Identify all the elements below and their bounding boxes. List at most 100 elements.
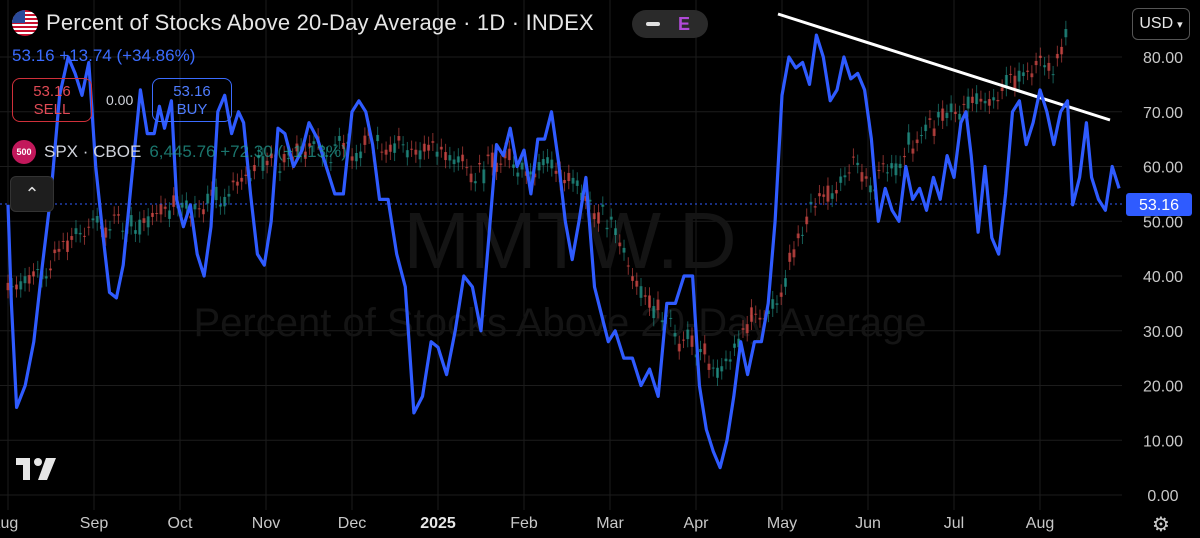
- spx-candle-body: [388, 144, 392, 152]
- y-tick-label: 70.00: [1143, 105, 1183, 122]
- earnings-button[interactable]: E: [678, 13, 691, 34]
- spx-candle-body: [771, 299, 775, 309]
- x-tick-label: Jul: [944, 515, 964, 532]
- spx-candle-body: [53, 249, 57, 254]
- spx-candle-body: [698, 349, 702, 353]
- spx-candle-body: [325, 155, 329, 157]
- currency-select[interactable]: USD ▾: [1132, 8, 1190, 40]
- spx-candle-body: [949, 103, 953, 113]
- spx-candle-body: [690, 335, 694, 347]
- spx-candle-body: [393, 143, 397, 153]
- spx-candle-body: [902, 155, 906, 158]
- spx-overlay-legend[interactable]: 500 SPX · CBOE 6,445.76 +72.30 (+1.13%): [12, 140, 347, 164]
- spx-candle-body: [418, 150, 422, 160]
- chevron-down-icon: ▾: [1177, 18, 1183, 31]
- gear-icon[interactable]: ⚙: [1152, 514, 1170, 536]
- spx-candle-body: [881, 163, 885, 165]
- x-tick-label: Dec: [338, 515, 366, 532]
- x-tick-label: Sep: [80, 515, 109, 532]
- spx-candle-body: [82, 235, 86, 237]
- spx-candle-body: [732, 343, 736, 348]
- spx-candle-body: [745, 324, 749, 334]
- spx-candle-body: [609, 216, 613, 220]
- spx-candle-body: [643, 295, 647, 297]
- spx-candle-body: [422, 143, 426, 152]
- spx-candle-body: [184, 200, 188, 209]
- spx-candle-body: [1021, 72, 1025, 76]
- spx-candle-body: [1043, 65, 1047, 68]
- spx-candle-body: [677, 343, 681, 352]
- spx-candle-body: [214, 186, 218, 201]
- buy-button[interactable]: 53.16 BUY: [152, 78, 232, 122]
- spx-candle-body: [507, 148, 511, 161]
- spx-candle-body: [469, 173, 473, 183]
- spx-candle-body: [380, 151, 384, 153]
- spx-candle-body: [235, 181, 239, 186]
- spx-candle-body: [6, 282, 10, 291]
- collapse-legend-button[interactable]: ⌃: [10, 176, 54, 212]
- spx-candle-body: [116, 214, 120, 216]
- x-tick-label: Nov: [252, 515, 280, 532]
- spx-candle-body: [87, 226, 91, 228]
- chevron-up-icon: ⌃: [24, 183, 40, 204]
- spx-candle-body: [1034, 60, 1038, 66]
- spx-candle-body: [342, 143, 346, 149]
- spx-candle-body: [945, 112, 949, 119]
- spx-candle-body: [431, 141, 435, 143]
- sell-button[interactable]: 53.16 SELL: [12, 78, 92, 122]
- spx-candle-body: [261, 156, 265, 171]
- spx-candle-body: [575, 180, 579, 186]
- spx-candle-body: [707, 363, 711, 370]
- spx-candle-body: [163, 206, 167, 209]
- spx-candle-body: [231, 180, 235, 183]
- spx-candle-body: [36, 269, 40, 271]
- spx-candle-body: [932, 128, 936, 136]
- spx-candle-body: [597, 212, 601, 224]
- spx-candle-body: [512, 164, 516, 168]
- spx-candle-body: [830, 193, 834, 199]
- spx-candle-body: [461, 154, 465, 162]
- spx-candle-body: [996, 99, 1000, 102]
- spx-candle-body: [129, 215, 133, 227]
- spx-candle-body: [257, 154, 261, 159]
- spx-candle-body: [851, 156, 855, 158]
- spx-candle-body: [783, 278, 787, 287]
- spx-candle-body: [1055, 53, 1059, 59]
- spx-candle-body: [499, 163, 503, 165]
- spx-candle-body: [312, 141, 316, 144]
- spx-candle-body: [631, 276, 635, 281]
- spx-candle-body: [775, 303, 779, 305]
- spx-candle-body: [673, 332, 677, 337]
- spx-candle-body: [537, 162, 541, 171]
- spx-candle-body: [652, 306, 656, 319]
- y-tick-label: 50.00: [1143, 214, 1183, 231]
- spx-candle-body: [635, 280, 639, 287]
- spx-candle-body: [227, 193, 231, 197]
- spx-candle-body: [435, 151, 439, 157]
- spx-candle-body: [979, 98, 983, 102]
- spx-candle-body: [962, 103, 966, 105]
- spx-candle-body: [584, 196, 588, 201]
- spx-candle-body: [482, 169, 486, 184]
- currency-label: USD: [1139, 15, 1174, 32]
- spx-candle-body: [571, 177, 575, 184]
- minus-icon[interactable]: [646, 22, 660, 26]
- indicator-pill[interactable]: E: [632, 10, 708, 38]
- spx-candle-body: [669, 317, 673, 319]
- spx-candle-body: [749, 307, 753, 322]
- spx-candle-body: [958, 113, 962, 120]
- spx-candle-body: [384, 149, 388, 155]
- spx-candle-body: [864, 176, 868, 179]
- spx-candle-body: [354, 153, 358, 162]
- spx-candle-body: [269, 153, 273, 159]
- spx-candle-body: [639, 286, 643, 298]
- spx-candle-body: [282, 154, 286, 163]
- spx-candle-body: [966, 96, 970, 109]
- spx-candle-body: [809, 201, 813, 205]
- spx-candle-body: [1051, 74, 1055, 76]
- spx-candle-body: [890, 163, 894, 169]
- spx-candle-body: [1000, 87, 1004, 91]
- spx-candle-body: [308, 143, 312, 147]
- spx-candle-body: [167, 210, 171, 219]
